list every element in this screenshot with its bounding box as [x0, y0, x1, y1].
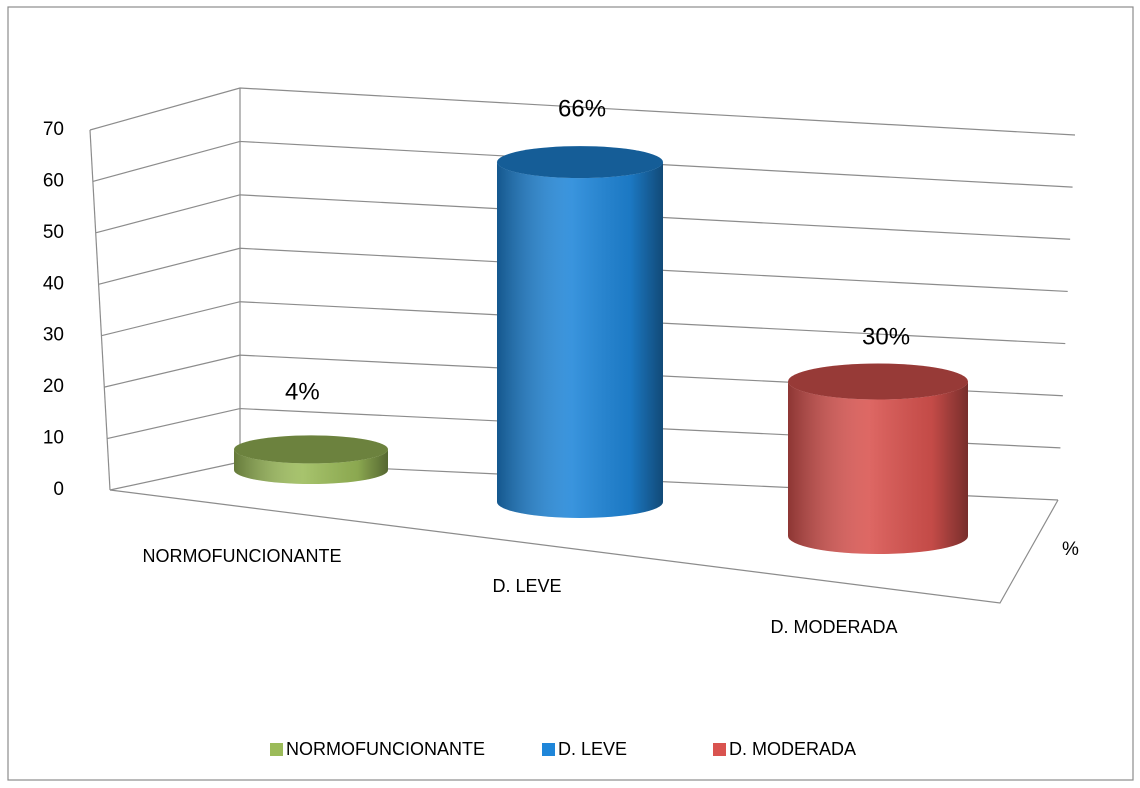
legend-swatch — [542, 743, 555, 756]
x-tick-label: D. MODERADA — [770, 617, 897, 637]
cylinder-top — [497, 146, 663, 179]
y-axis — [89, 129, 111, 491]
depth-axis-label: % — [1062, 539, 1079, 560]
y-tick-label: 40 — [43, 273, 64, 294]
cylinder-top — [788, 363, 968, 400]
cylinder — [233, 435, 388, 484]
legend-swatch — [270, 743, 283, 756]
y-tick-label: 0 — [53, 479, 64, 500]
y-tick-label: 50 — [43, 222, 64, 243]
x-tick-label: NORMOFUNCIONANTE — [143, 546, 342, 566]
legend-label: NORMOFUNCIONANTE — [286, 739, 485, 759]
cylinder-shade — [788, 381, 969, 554]
data-label: 66% — [558, 95, 606, 122]
cylinder-top-shade — [234, 435, 388, 464]
cylinder — [497, 146, 663, 518]
cylinder-shade — [233, 449, 388, 484]
cylinder-top — [234, 435, 388, 464]
legend-label: D. MODERADA — [729, 739, 856, 759]
floor-edge — [109, 489, 1059, 604]
y-tick-label: 10 — [43, 428, 64, 449]
cylinder-shade — [497, 162, 663, 518]
legend-swatch — [713, 743, 726, 756]
cylinder — [788, 363, 969, 554]
cylinder-top-shade — [788, 363, 968, 400]
data-label: 30% — [862, 323, 910, 350]
x-tick-label: D. LEVE — [492, 576, 561, 596]
y-tick-label: 30 — [43, 325, 64, 346]
data-label: 4% — [285, 378, 320, 405]
cylinder-top-shade — [497, 146, 663, 179]
y-tick-label: 70 — [43, 119, 64, 140]
legend-label: D. LEVE — [558, 739, 627, 759]
y-tick-label: 60 — [43, 170, 64, 191]
y-tick-label: 20 — [43, 376, 64, 397]
